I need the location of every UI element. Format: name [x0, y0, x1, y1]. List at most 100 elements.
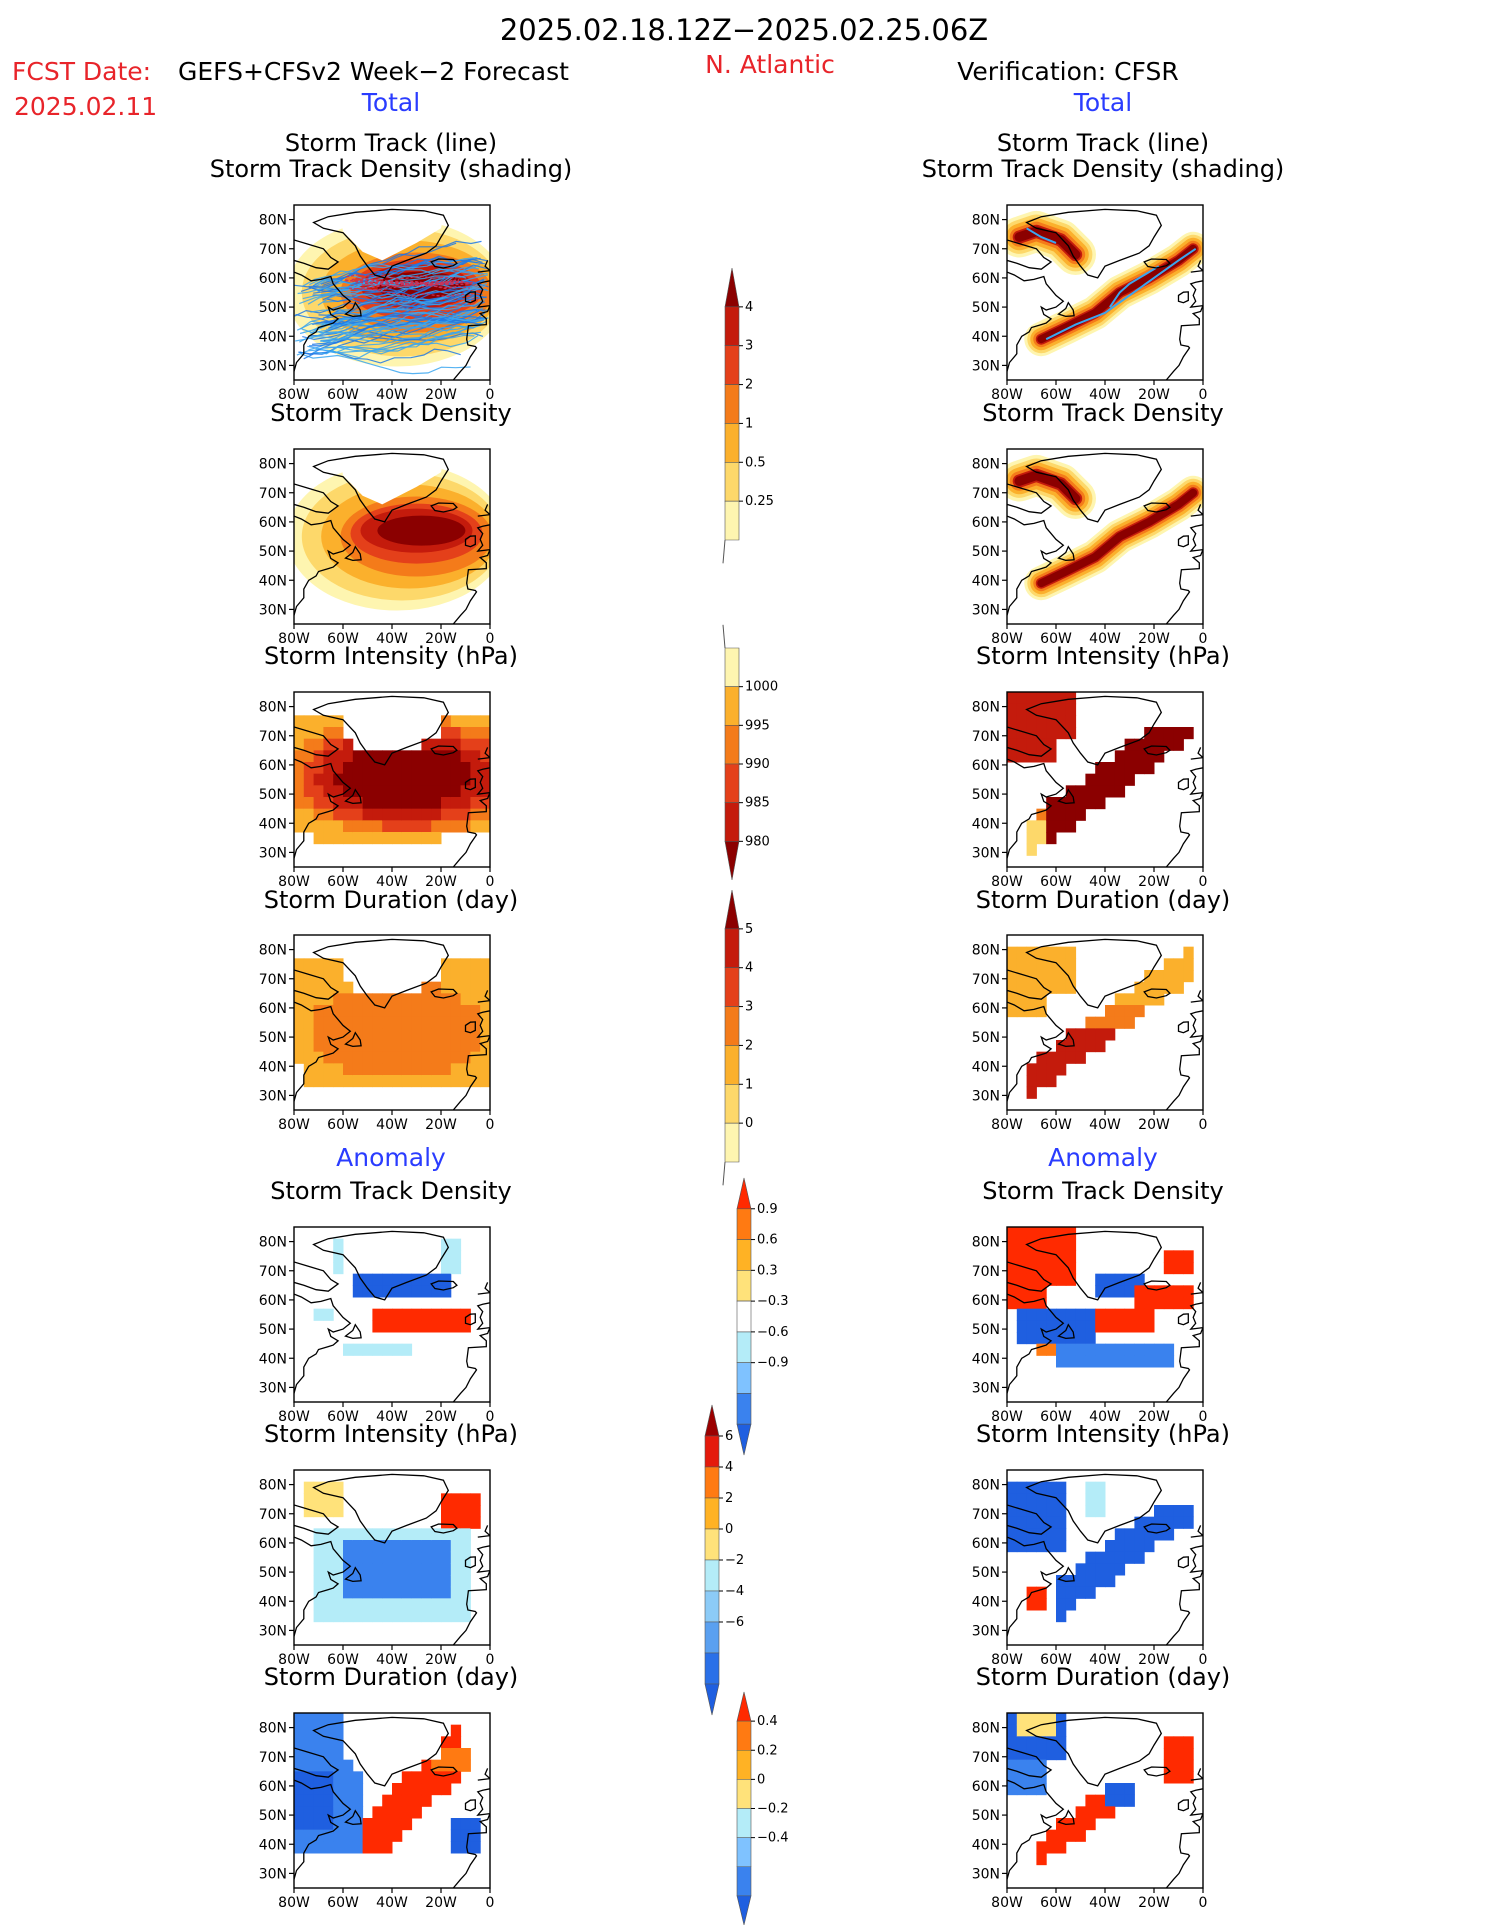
lon-tick-label: 40W — [376, 1409, 408, 1425]
lat-tick-label: 70N — [259, 1507, 287, 1523]
colorbar-label: 0 — [725, 1522, 733, 1537]
lat-tick-label: 60N — [259, 758, 287, 774]
lat-tick-label: 80N — [972, 1235, 1000, 1251]
lon-tick-label: 40W — [376, 631, 408, 647]
lat-tick-label: 30N — [259, 845, 287, 861]
coastline-map-icon — [294, 452, 490, 624]
lat-tick-label: 80N — [259, 1235, 287, 1251]
coastline-map-icon — [294, 1473, 490, 1645]
map-panel-verification-7: Storm Duration (day) 80N 70N 60N 50N 40N 30N 80… — [972, 1663, 1231, 1911]
map-field — [294, 449, 490, 624]
colorbars: 43210.50.2510009959909859805432100.90.60… — [704, 267, 789, 1925]
lon-tick-label: 80W — [278, 387, 310, 403]
lat-tick-label: 40N — [972, 1594, 1000, 1610]
panel-title: Storm Intensity (hPa) — [264, 1420, 518, 1448]
lon-tick-label: 60W — [1040, 387, 1072, 403]
lon-tick-label: 40W — [1089, 1652, 1121, 1668]
colorbar-label: −0.9 — [757, 1356, 789, 1371]
lat-tick-label: 80N — [972, 1478, 1000, 1494]
colorbar-density: 4 3 2 1 0.5 0.25 — [722, 267, 774, 564]
lat-tick-label: 40N — [259, 1351, 287, 1367]
lon-tick-label: 20W — [1138, 387, 1170, 403]
lon-tick-label: 60W — [1040, 1895, 1072, 1911]
colorbar-duration_anom: 0.4 0.2 0 −0.2 −0.4 — [736, 1691, 789, 1925]
panel-title: Storm Track Density — [270, 1177, 511, 1205]
right-anomaly-label: Anomaly — [1048, 1143, 1158, 1172]
coastline-map-icon — [294, 208, 490, 380]
colorbar-segment — [704, 1497, 720, 1530]
lon-tick-label: 60W — [327, 1117, 359, 1133]
right-total-label: Total — [1073, 88, 1132, 117]
lat-tick-label: 70N — [972, 1507, 1000, 1523]
colorbar-label: −0.2 — [757, 1802, 789, 1817]
map-field — [1007, 1713, 1203, 1888]
coastline-map-icon — [1007, 938, 1203, 1110]
lat-tick-label: 40N — [972, 1351, 1000, 1367]
lon-tick-label: 80W — [991, 387, 1023, 403]
colorbar-segment — [724, 1045, 740, 1085]
fcst-date-value: 2025.02.11 — [14, 92, 157, 121]
colorbar-label: −0.3 — [757, 1294, 789, 1309]
lon-tick-label: 0 — [1199, 1409, 1208, 1425]
forecast-name: GEFS+CFSv2 Week−2 Forecast — [178, 57, 569, 86]
colorbar-segment — [704, 1466, 720, 1499]
map-panel-forecast-5: Storm Track Density 80N 70N 60N 50N 40N 30N 80W… — [259, 1177, 512, 1425]
colorbar-segment — [724, 802, 740, 842]
lon-tick-label: 20W — [425, 1117, 457, 1133]
map-field — [1007, 1227, 1203, 1402]
lat-tick-label: 70N — [972, 972, 1000, 988]
lon-tick-label: 40W — [376, 387, 408, 403]
period-title: 2025.02.18.12Z−2025.02.25.06Z — [500, 13, 988, 47]
lon-tick-label: 80W — [991, 631, 1023, 647]
map-field — [1007, 935, 1203, 1110]
colorbar-segment — [736, 1393, 752, 1425]
colorbar-segment — [736, 1331, 752, 1363]
map-panel-verification-4: Storm Duration (day) 80N 70N 60N 50N 40N 30N 80… — [972, 886, 1231, 1133]
colorbar-segment — [736, 1300, 752, 1333]
lat-tick-label: 60N — [259, 1779, 287, 1795]
lat-tick-label: 40N — [259, 1594, 287, 1610]
lon-tick-label: 60W — [327, 874, 359, 890]
lat-tick-label: 80N — [972, 457, 1000, 473]
lat-tick-label: 60N — [259, 1001, 287, 1017]
lon-tick-label: 20W — [425, 874, 457, 890]
coastline-map-icon — [1007, 452, 1203, 624]
lon-tick-label: 80W — [278, 874, 310, 890]
colorbar-label: 2 — [725, 1491, 733, 1506]
lat-tick-label: 50N — [259, 787, 287, 803]
colorbar-segment — [736, 1177, 752, 1210]
lon-tick-label: 80W — [991, 874, 1023, 890]
colorbar-label: 2 — [745, 378, 753, 393]
colorbar-segment — [724, 841, 740, 881]
lon-tick-label: 0 — [486, 387, 495, 403]
panel-title: Storm Intensity (hPa) — [264, 642, 518, 670]
lon-tick-label: 20W — [1138, 1409, 1170, 1425]
colorbar-segment — [736, 1362, 752, 1394]
map-field — [1007, 449, 1203, 624]
lat-tick-label: 50N — [259, 1322, 287, 1338]
lat-tick-label: 40N — [972, 1837, 1000, 1853]
panel-title: Storm Intensity (hPa) — [976, 642, 1230, 670]
lat-tick-label: 40N — [972, 816, 1000, 832]
colorbar-segment — [724, 647, 740, 687]
lon-tick-label: 80W — [991, 1895, 1023, 1911]
lon-tick-label: 20W — [425, 1652, 457, 1668]
lon-tick-label: 40W — [1089, 1117, 1121, 1133]
lon-tick-label: 0 — [486, 1117, 495, 1133]
lon-tick-label: 20W — [1138, 1652, 1170, 1668]
panel-title: Storm Track Density (shading) — [210, 155, 573, 183]
colorbar-label: 990 — [745, 757, 770, 772]
lon-tick-label: 0 — [1199, 387, 1208, 403]
lon-tick-label: 40W — [1089, 1895, 1121, 1911]
lat-tick-label: 80N — [972, 943, 1000, 959]
colorbar-intensity_anom: 6 4 2 0 −2 −4 −6 — [704, 1404, 744, 1716]
lat-tick-label: 30N — [972, 1380, 1000, 1396]
verification-title: Verification: CFSR — [957, 57, 1178, 86]
lon-tick-label: 40W — [1089, 1409, 1121, 1425]
map-field — [1007, 205, 1203, 380]
colorbar-segment — [736, 1866, 752, 1897]
colorbar-segment — [724, 1122, 740, 1163]
lon-tick-label: 0 — [1199, 1652, 1208, 1668]
lat-tick-label: 30N — [972, 1866, 1000, 1882]
lat-tick-label: 70N — [972, 486, 1000, 502]
